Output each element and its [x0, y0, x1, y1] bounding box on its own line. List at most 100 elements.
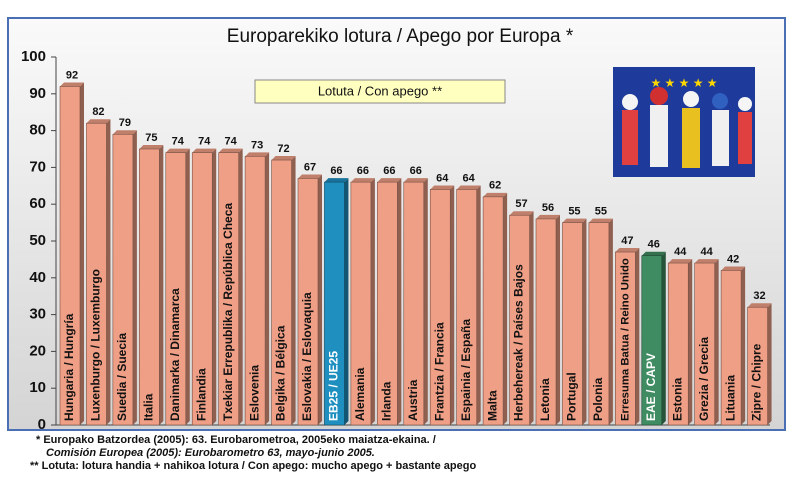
bar-top: [112, 130, 137, 135]
bar-side: [132, 130, 137, 425]
x-tick-label: Estonia: [670, 377, 684, 421]
bar-group: [165, 148, 190, 426]
bar-top: [562, 218, 587, 223]
bar-group: [244, 152, 270, 426]
bar-top: [668, 259, 693, 264]
bar-group: [403, 178, 428, 426]
bar: [641, 255, 663, 426]
bar-side: [450, 185, 455, 425]
bar-top: [192, 148, 217, 153]
bar: [218, 152, 239, 426]
bar: [165, 152, 187, 426]
bar-top: [139, 145, 164, 149]
bar: [694, 262, 715, 426]
svg-text:★ ★ ★ ★ ★: ★ ★ ★ ★ ★: [650, 76, 717, 90]
bar-group: [720, 266, 746, 426]
bar-group: [350, 178, 375, 426]
bar-side: [291, 156, 296, 426]
x-tick-label: Italia: [142, 393, 156, 421]
bar: [562, 222, 583, 426]
bar-top: [324, 178, 349, 183]
bar-side: [397, 178, 402, 425]
value-label: 46: [648, 239, 660, 251]
bar-top: [509, 211, 534, 216]
bar: [509, 214, 530, 426]
bar-top: [747, 303, 772, 308]
x-tick-label: Polonia: [591, 377, 605, 421]
bar-top: [86, 119, 111, 124]
footnote: Comisión Europea (2005): Eurobarometro 6…: [46, 447, 375, 459]
bar: [191, 152, 213, 426]
bar: [747, 306, 768, 426]
value-label: 64: [436, 172, 449, 184]
value-label: 74: [198, 136, 211, 148]
bar-top: [615, 248, 640, 253]
value-label: 66: [330, 165, 342, 177]
bar-top: [218, 148, 243, 153]
bar-top: [721, 266, 746, 271]
bar: [667, 262, 689, 426]
value-label: 66: [383, 165, 395, 177]
bar-top: [60, 82, 84, 87]
x-tick-label: Luxenburgo / Luxemburgo: [89, 269, 103, 421]
bar-top: [377, 178, 402, 183]
bar-top: [694, 259, 719, 264]
x-tick-label: Lituania: [723, 375, 737, 421]
bar: [139, 148, 160, 426]
value-label: 32: [753, 290, 765, 302]
bar-group: [271, 156, 296, 426]
bar-group: [456, 185, 481, 426]
legend-box: [254, 79, 506, 104]
x-tick-label: Eslovakia / Eslovaquia: [300, 292, 314, 421]
bar-side: [423, 178, 428, 425]
x-tick-label: Malta: [485, 390, 499, 421]
value-label: 44: [701, 246, 714, 258]
bar: [112, 133, 134, 426]
bar-group: [535, 214, 560, 426]
x-tick-label: Erresuma Batua / Reino Unido: [619, 258, 631, 421]
bar: [324, 181, 345, 426]
bar: [482, 196, 504, 426]
value-label: 47: [621, 235, 633, 247]
bar: [86, 122, 107, 426]
bar-group: [747, 303, 772, 426]
bar-side: [688, 259, 693, 425]
bar: [271, 159, 292, 426]
value-label: 82: [92, 106, 104, 118]
value-label: 67: [304, 161, 316, 173]
x-tick-label: Hungaria / Hungría: [62, 313, 76, 421]
value-label: 74: [225, 136, 238, 148]
value-label: 42: [727, 253, 739, 265]
x-tick-label: Portugal: [565, 372, 579, 421]
footnote: ** Lotuta: lotura handia + nahikoa lotur…: [30, 460, 476, 472]
y-tick-label: 90: [29, 85, 46, 102]
bar: [456, 189, 477, 426]
bar-top: [588, 218, 613, 223]
bar-side: [741, 266, 746, 425]
legend-label: Lotuta / Con apego **: [318, 83, 442, 98]
value-label: 74: [172, 136, 185, 148]
y-tick-label: 30: [29, 306, 46, 323]
bar: [403, 181, 425, 426]
x-tick-label: Irlanda: [380, 381, 394, 421]
x-tick-label: Suedia / Suecia: [115, 333, 129, 421]
y-tick-label: 10: [29, 379, 46, 396]
bar-side: [476, 185, 481, 425]
bar-side: [767, 303, 772, 425]
bar-side: [635, 248, 640, 425]
bar-group: [191, 148, 217, 426]
bar-side: [318, 174, 322, 425]
bar-top: [403, 178, 428, 183]
y-tick-label: 0: [38, 416, 46, 433]
chart-title: Europarekiko lotura / Apego por Europa *: [227, 26, 574, 47]
x-tick-label: Belgika / Bélgica: [274, 325, 288, 421]
x-tick-label: Herbehereak / Países Bajos: [512, 264, 526, 421]
bar: [588, 222, 610, 426]
bar-group: [509, 211, 534, 426]
value-label: 92: [66, 69, 78, 81]
bar-side: [106, 119, 111, 426]
bar-side: [529, 211, 534, 425]
bar-group: [218, 148, 243, 426]
